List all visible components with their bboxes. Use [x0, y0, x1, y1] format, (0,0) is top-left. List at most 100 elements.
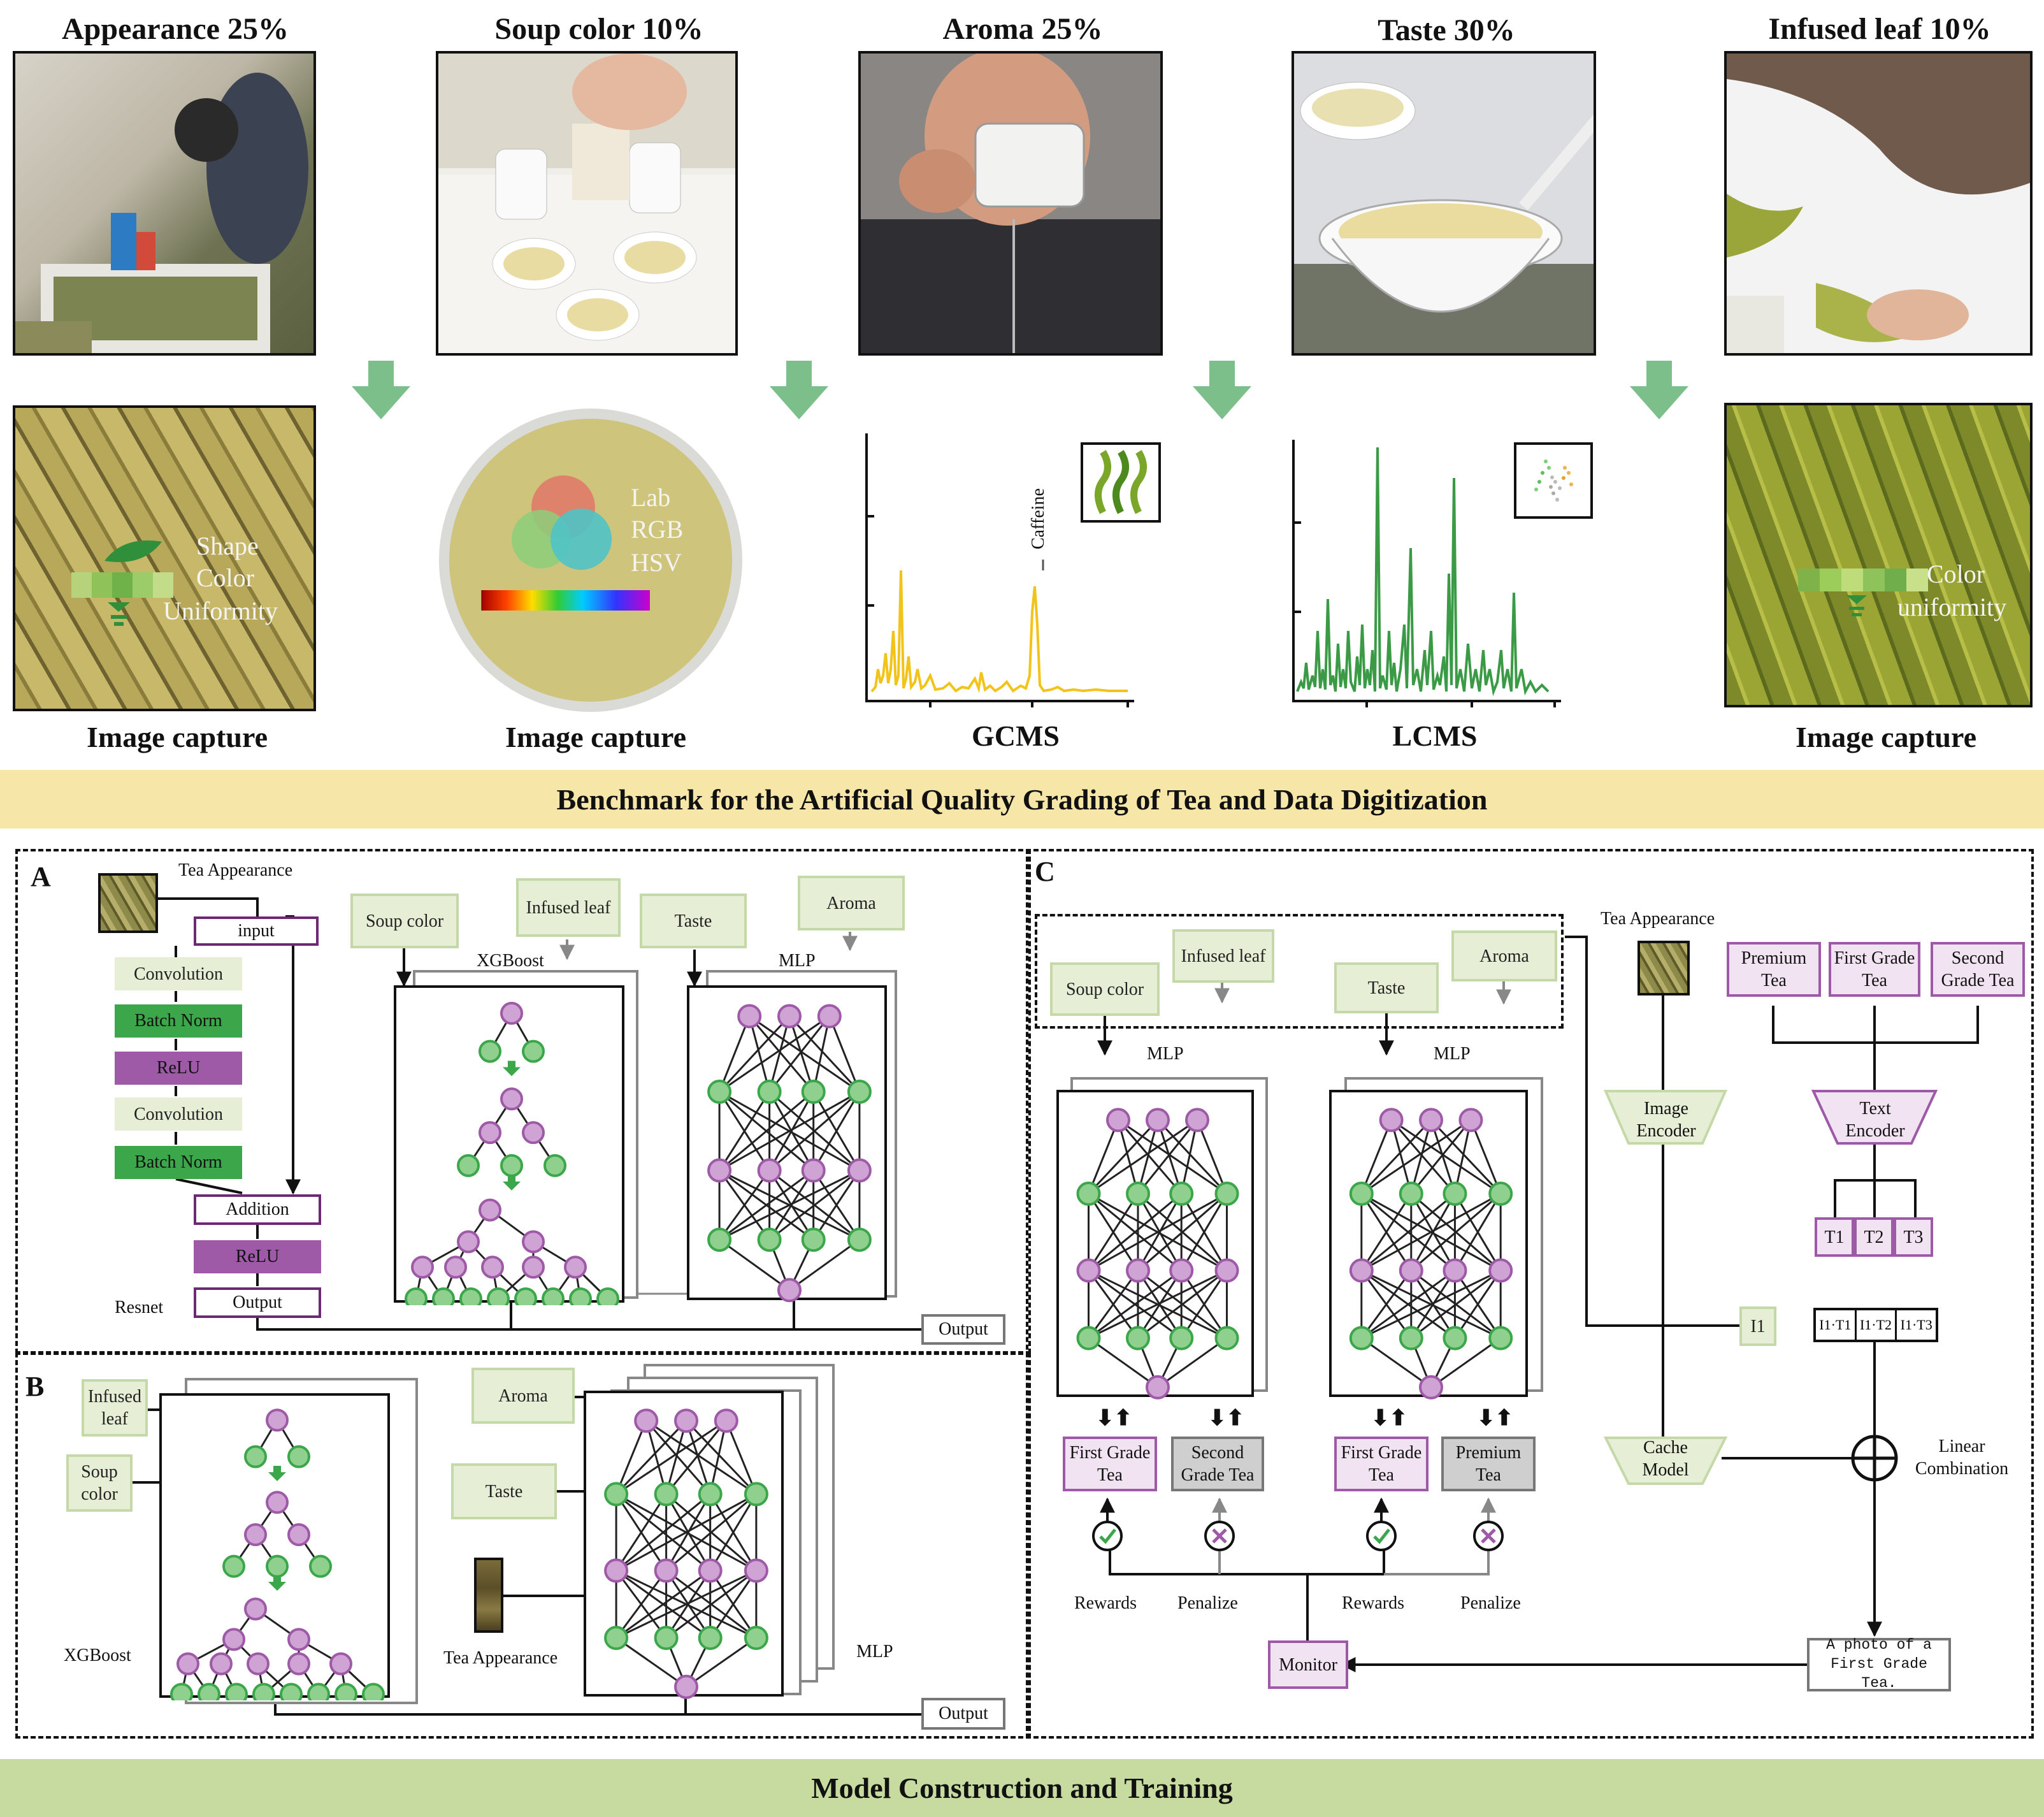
tree-node: [280, 1683, 303, 1706]
mlp-node: [1106, 1108, 1130, 1133]
gcms-chromatogram: [865, 433, 1134, 707]
flow-arrow: [352, 361, 410, 419]
mlp-edge: [1118, 1119, 1228, 1195]
mlp-edge: [685, 1420, 757, 1495]
mlp-node: [1214, 1326, 1239, 1350]
photo-appearance: [13, 51, 316, 356]
mlp-node: [1443, 1182, 1467, 1206]
mlp-edge: [1454, 1193, 1502, 1271]
panel-a-output: Output: [921, 1314, 1005, 1345]
mlp-edge: [1361, 1192, 1501, 1271]
panel-c-input-soup-color: Soup color: [1050, 962, 1160, 1016]
resnet-output: Output: [194, 1287, 321, 1318]
tree-node: [522, 1256, 545, 1279]
mlp-node: [654, 1626, 679, 1650]
mlp-node: [1399, 1182, 1423, 1206]
mlp-node: [847, 1080, 872, 1104]
mlp-node: [1214, 1182, 1239, 1206]
mlp-edge: [1430, 1337, 1502, 1388]
mlp-node: [1169, 1326, 1194, 1350]
mlp-edge: [1196, 1119, 1228, 1194]
leaf-closeup-appearance: Shape Color Uniformity: [13, 405, 316, 711]
svg-text:⬇⬆: ⬇⬆: [1208, 1407, 1244, 1430]
mlp-node: [707, 1080, 732, 1104]
mlp-edge: [789, 1238, 860, 1291]
mlp-edge: [709, 1570, 758, 1639]
mlp-node: [1169, 1182, 1194, 1206]
mlp-node: [801, 1080, 826, 1104]
mlp-edge: [1088, 1192, 1228, 1271]
gcms-trace: [870, 570, 1128, 693]
mlp-edge: [828, 1015, 861, 1092]
tree-node: [362, 1683, 385, 1706]
tree-arrow: [503, 1175, 521, 1191]
mlp-edge: [665, 1420, 727, 1495]
cache-model-shape: [1603, 1437, 1728, 1485]
mlp-edge: [645, 1420, 711, 1495]
mlp-node: [1076, 1258, 1101, 1283]
panel-a-input-aroma: Aroma: [798, 876, 905, 930]
cross-icon: [1204, 1521, 1235, 1551]
infused-overlay: [1798, 568, 1928, 616]
flow-arrow: [1193, 361, 1251, 419]
flow-arrow: [1630, 361, 1688, 419]
dot-product-2: I1·T2: [1857, 1310, 1897, 1340]
mlp-edge: [1088, 1119, 1119, 1194]
resnet-relu-1: ReLU: [115, 1052, 242, 1085]
tree-node: [479, 1121, 501, 1145]
mlp-node: [777, 1004, 802, 1029]
mlp-edge: [1360, 1270, 1456, 1339]
tree-node: [500, 1087, 523, 1111]
mlp-edge: [788, 1015, 861, 1093]
panel-a-mlp-network: [707, 1004, 872, 1303]
panel-c-penalize-1: Penalize: [1177, 1593, 1238, 1613]
tree-node: [309, 1554, 332, 1578]
linear-combination-label: Linear Combination: [1915, 1437, 2009, 1479]
mlp-edge: [1470, 1119, 1502, 1194]
mlp-node: [1379, 1108, 1404, 1133]
mlp-node: [1399, 1326, 1423, 1350]
mlp-edge: [665, 1493, 711, 1572]
panel-b-tea-leaf-icon: [474, 1558, 503, 1633]
dot-products: I1·T1 I1·T2 I1·T3: [1813, 1308, 1938, 1342]
mlp-node: [744, 1558, 768, 1583]
resnet-label: Resnet: [115, 1298, 164, 1317]
mlp-edge: [709, 1420, 728, 1495]
mlp-node: [698, 1482, 723, 1507]
panel-c-prediction-first-grade-2: First Grade Tea: [1334, 1437, 1429, 1491]
tree-node: [596, 1287, 619, 1311]
aroma-steam-icon: [1081, 442, 1161, 523]
mlp-edge: [615, 1420, 687, 1495]
mlp-edge: [1137, 1119, 1198, 1194]
mlp-edge: [1137, 1119, 1159, 1194]
mlp-edge: [1360, 1193, 1413, 1271]
mlp-edge: [718, 1091, 770, 1171]
tree-node: [500, 1001, 523, 1025]
image-encoder-label: Image Encoder: [1636, 1099, 1696, 1141]
mlp-edge: [725, 1420, 758, 1495]
check-icon: [1092, 1521, 1123, 1551]
mlp-edge: [709, 1493, 758, 1572]
header-soup-color: Soup color 10%: [494, 12, 703, 46]
mlp-edge: [686, 1637, 757, 1688]
mlp-edge: [718, 1015, 751, 1092]
resnet-relu-2: ReLU: [194, 1240, 321, 1273]
svg-text:⬇⬆: ⬇⬆: [1477, 1407, 1513, 1430]
tree-node: [500, 1154, 523, 1177]
tree-node: [222, 1554, 245, 1578]
panel-c-rewards-1: Rewards: [1074, 1593, 1137, 1613]
tree-node: [329, 1652, 352, 1676]
tree-arrow: [503, 1061, 521, 1076]
mlp-edge: [1360, 1119, 1432, 1195]
capture-label-soup: Image capture: [505, 721, 687, 753]
mlp-node: [634, 1408, 659, 1433]
dot-product-3: I1·T3: [1900, 1317, 1932, 1333]
mlp-edge: [615, 1420, 647, 1495]
tree-node: [266, 1491, 289, 1514]
mlp-edge: [718, 1015, 791, 1093]
mlp-edge: [615, 1570, 757, 1639]
panel-b-output: Output: [921, 1698, 1005, 1730]
mlp-node: [1146, 1375, 1170, 1400]
mlp-edge: [665, 1493, 757, 1572]
mlp-edge: [1156, 1119, 1228, 1195]
